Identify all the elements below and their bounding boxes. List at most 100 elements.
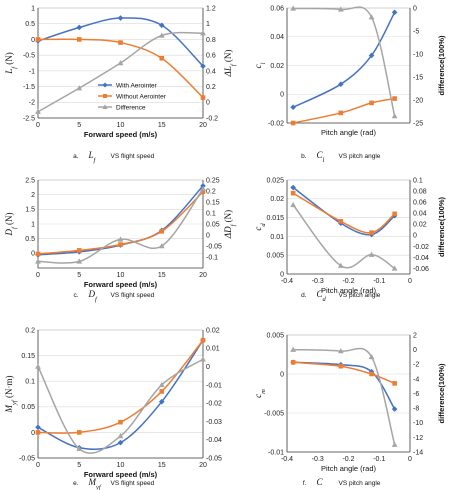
caption-letter: d. [301, 292, 307, 299]
data-point-triangle [117, 60, 124, 66]
data-point-square [159, 389, 165, 394]
y2-tick-label: -6 [413, 391, 419, 398]
y-tick-label: 0 [31, 251, 35, 258]
x-tick-label: -0.4 [281, 456, 293, 463]
series-line-2 [292, 97, 395, 124]
x-tick-label: -0.1 [373, 278, 385, 285]
data-point-triangle [200, 30, 206, 36]
data-point-square [76, 430, 82, 435]
data-point-triangle [391, 113, 398, 119]
data-point-triangle [368, 251, 375, 257]
series-line-2 [292, 192, 396, 234]
caption-symbol: C [317, 477, 324, 487]
y-tick-label: -2.5 [23, 115, 35, 122]
y2-tick-label: -10 [413, 420, 423, 427]
x-tick-label: 5 [77, 122, 81, 129]
y-tick-label: 0.02 [270, 63, 284, 70]
y2-axis-label: ΔDf (N) [223, 210, 237, 239]
data-point-triangle [391, 441, 398, 447]
x-tick-label: -0.3 [312, 456, 324, 463]
y-tick-label: 0.06 [270, 5, 284, 12]
x-axis-label: Pitch angle (rad) [321, 286, 377, 295]
caption-symbol: Cl [317, 150, 325, 164]
legend-entry: Difference [116, 104, 146, 111]
y2-tick-label: -0.05 [206, 455, 222, 462]
y2-tick-label: 0.6 [206, 53, 216, 60]
y2-tick-label: 0.2 [206, 84, 216, 91]
data-point-triangle [158, 243, 165, 249]
data-point-diamond [200, 63, 206, 69]
y-axis-label: Df (N) [4, 212, 18, 236]
y2-tick-label: 0.05 [206, 221, 220, 228]
y2-tick-label: -5 [413, 28, 419, 35]
x-tick-label: -0.3 [312, 278, 324, 285]
data-point-square [118, 40, 123, 45]
caption-text: VS flight speed [111, 153, 155, 160]
caption-letter: f. [303, 480, 307, 487]
data-point-square [290, 190, 296, 196]
data-point-diamond [117, 439, 124, 446]
y-tick-label: 0.025 [266, 177, 284, 184]
y2-tick-label: -4 [413, 376, 419, 383]
y-tick-label: 0.1 [25, 379, 35, 386]
x-tick-label: 10 [117, 122, 125, 129]
data-point-triangle [290, 201, 297, 208]
x-tick-label: 20 [199, 122, 207, 129]
data-point-diamond [158, 22, 165, 29]
data-point-square [369, 371, 374, 377]
data-point-triangle [76, 445, 83, 452]
y2-tick-label: 0.4 [206, 68, 216, 75]
data-point-square [290, 360, 296, 365]
data-point-diamond [368, 52, 375, 59]
x-tick-label: 0 [36, 272, 40, 279]
y2-tick-label: 0 [206, 364, 210, 371]
data-point-triangle [337, 262, 344, 268]
y2-tick-label: -0.01 [206, 382, 222, 389]
x-tick-label: 0 [36, 462, 40, 469]
x-tick-label: 5 [77, 462, 81, 469]
y-axis-label: cm [253, 389, 267, 398]
data-point-square [118, 242, 123, 247]
data-point-square [159, 229, 165, 234]
y-tick-label: -0.01 [268, 449, 284, 456]
y2-tick-label: -0.02 [206, 401, 222, 408]
caption-letter: b. [301, 153, 307, 160]
chart-panel-5: -0.0500.050.10.150.2-0.05-0.04-0.03-0.02… [4, 327, 222, 490]
legend-marker [103, 94, 107, 98]
x-tick-label: 0 [36, 122, 40, 129]
caption-text: VS pitch angle [339, 292, 381, 299]
data-point-diamond [338, 81, 344, 87]
data-point-diamond [290, 184, 296, 191]
y-axis-label: cl [253, 62, 267, 68]
y2-axis-label: difference(100%) [437, 35, 446, 96]
data-point-diamond [391, 406, 398, 412]
data-point-square [76, 248, 82, 253]
y-tick-label: 0 [280, 371, 284, 378]
legend-marker [102, 104, 108, 109]
y-tick-label: 0.5 [25, 21, 35, 28]
legend-entry: With Aerointer [116, 82, 158, 89]
y-tick-label: 0.02 [270, 196, 284, 203]
y2-tick-label: -12 [413, 435, 423, 442]
y-axis-label: Lf (N) [4, 52, 18, 75]
y2-tick-label: 0.02 [206, 327, 220, 334]
series-line-2 [293, 361, 395, 385]
data-point-square [76, 37, 82, 42]
y2-tick-label: 1.2 [206, 5, 216, 12]
x-tick-label: 10 [117, 462, 125, 469]
x-tick-label: 15 [158, 272, 166, 279]
y2-axis-label: ΔLf (N) [223, 50, 237, 78]
y2-tick-label: 1 [206, 21, 210, 28]
y2-tick-label: -0.05 [206, 243, 222, 250]
y2-tick-label: 0.08 [413, 188, 427, 195]
y-tick-label: 0 [31, 430, 35, 437]
data-point-square [35, 251, 41, 257]
x-tick-label: 15 [158, 122, 166, 129]
x-tick-label: 5 [77, 272, 81, 279]
data-point-square [369, 230, 374, 235]
y2-tick-label: 0 [413, 233, 417, 240]
y-tick-label: -0.5 [23, 53, 35, 60]
y-axis-label: cd [253, 223, 267, 231]
series-line-3 [292, 204, 396, 270]
y-tick-label: 1.5 [25, 207, 35, 214]
